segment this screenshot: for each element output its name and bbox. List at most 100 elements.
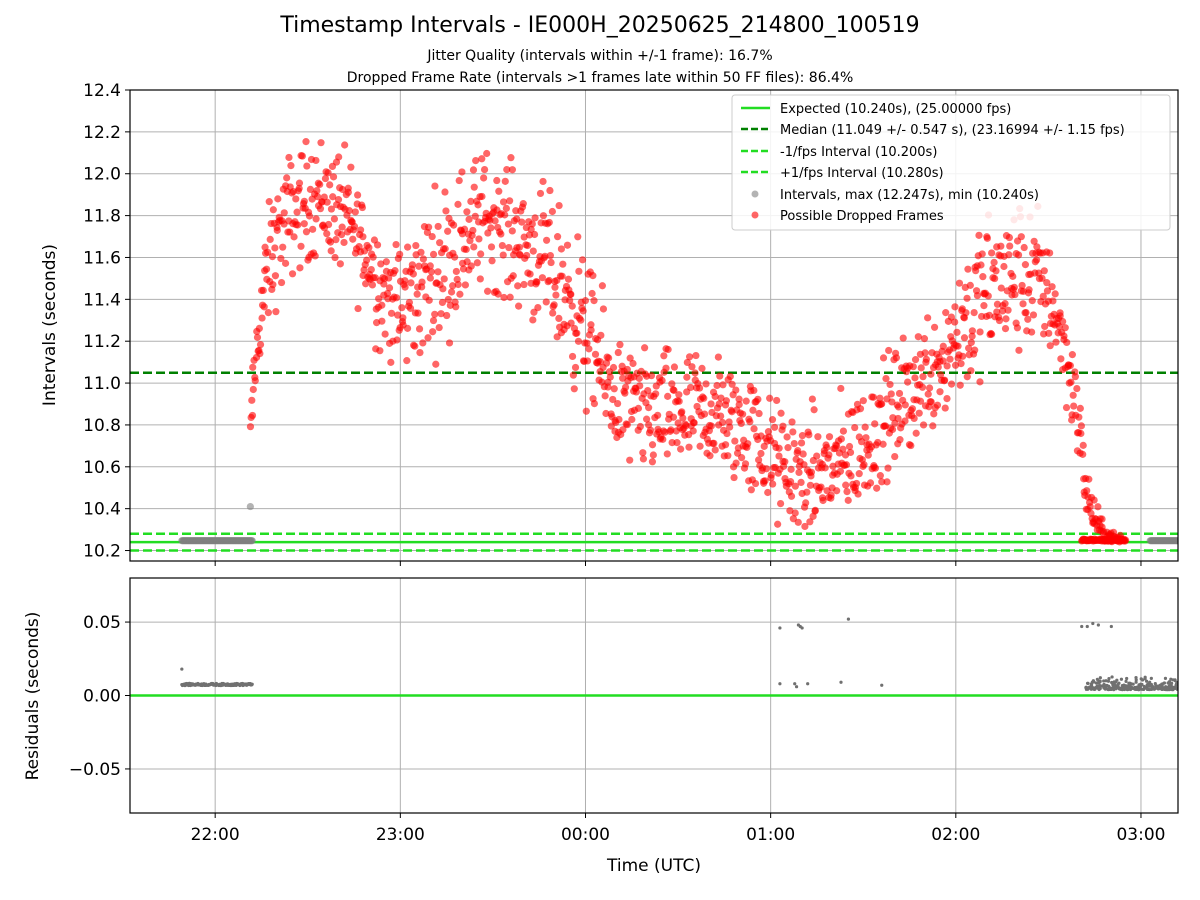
dropped-frame-point [791, 509, 799, 517]
dropped-frame-point [249, 363, 257, 371]
dropped-frame-point [747, 486, 755, 494]
dropped-frame-point [425, 296, 433, 304]
dropped-frame-point [635, 374, 643, 382]
dropped-frame-point [345, 207, 353, 215]
dropped-frame-point [1039, 292, 1047, 300]
dropped-frame-point [452, 303, 460, 311]
dropped-frame-point [1083, 487, 1091, 495]
dropped-frame-point [717, 412, 725, 420]
dropped-frame-point [425, 223, 433, 231]
dropped-frame-point [984, 292, 992, 300]
dropped-frame-point [476, 275, 484, 283]
dropped-frame-point [300, 220, 308, 228]
dropped-frame-point [500, 293, 508, 302]
dropped-frame-point [924, 390, 932, 398]
dropped-frame-point [553, 233, 562, 241]
dropped-frame-point [587, 321, 595, 329]
dropped-frame-point [438, 298, 447, 307]
bottom-y-axis-label: Residuals (seconds) [23, 612, 43, 781]
dropped-frame-point [533, 278, 541, 286]
dropped-frame-point [843, 488, 851, 496]
dropped-frame-point [444, 295, 452, 304]
dropped-frame-point [573, 329, 581, 337]
dropped-frame-point [619, 374, 627, 382]
dropped-frame-point [787, 492, 796, 500]
dropped-frame-point [1038, 274, 1046, 282]
dropped-frame-point [293, 208, 301, 216]
dropped-frame-point [663, 450, 671, 458]
dropped-frame-point [925, 384, 934, 392]
dropped-frame-point [718, 418, 727, 427]
dropped-frame-point [455, 176, 463, 185]
residual-point [1109, 624, 1113, 629]
dropped-frame-point [434, 222, 442, 231]
dropped-frame-point [365, 244, 373, 252]
dropped-frame-point [312, 156, 320, 165]
dropped-frame-point [915, 409, 923, 417]
dropped-frame-point [329, 173, 338, 181]
residual-point [1114, 686, 1118, 690]
dropped-frame-point [737, 419, 745, 428]
dropped-frame-point [819, 496, 827, 505]
dropped-frame-point [449, 282, 457, 290]
dropped-frame-point [675, 391, 683, 399]
dropped-frame-point [1086, 503, 1094, 511]
dropped-frame-point [855, 470, 863, 478]
residual-point [1149, 676, 1153, 680]
dropped-frame-point [413, 290, 421, 298]
dropped-frame-point [287, 162, 295, 170]
legend-label-intervals: Intervals, max (12.247s), min (10.240s) [780, 188, 1039, 203]
dropped-frame-point [383, 289, 392, 298]
residual-point [1093, 687, 1097, 691]
dropped-frame-point [541, 252, 549, 260]
dropped-frame-point [483, 149, 491, 158]
top-y-tick-label: 12.0 [83, 165, 121, 185]
dropped-frame-point [539, 177, 547, 186]
dropped-frame-point [461, 281, 469, 289]
residual-point [1166, 687, 1170, 692]
dropped-frame-point [337, 230, 346, 239]
dropped-frame-point [869, 393, 877, 401]
dropped-frame-point [1028, 328, 1036, 336]
dropped-frame-point [401, 283, 409, 291]
dropped-frame-point [967, 367, 975, 375]
top-y-tick-label: 10.6 [83, 458, 121, 478]
dropped-frame-point [256, 340, 265, 349]
dropped-frame-point [670, 363, 679, 371]
dropped-frame-point [472, 157, 480, 165]
dropped-frame-point [324, 220, 333, 229]
dropped-frame-point [839, 445, 847, 453]
dropped-frame-point [326, 238, 335, 246]
dropped-frame-point [1122, 536, 1130, 544]
dropped-frame-point [567, 290, 575, 298]
dropped-frame-point [908, 405, 916, 413]
dropped-frame-point [249, 385, 257, 394]
dropped-frame-point [710, 439, 718, 447]
dropped-frame-point [498, 241, 506, 250]
dropped-frame-point [503, 165, 511, 174]
dropped-frame-point [783, 433, 791, 441]
dropped-frame-point [385, 274, 393, 282]
dropped-frame-point [303, 162, 311, 170]
residual-point [1139, 677, 1143, 681]
dropped-frame-point [707, 400, 715, 408]
residual-point [1096, 623, 1100, 627]
top-y-tick-label: 11.4 [83, 290, 121, 310]
dropped-frame-point [726, 372, 734, 381]
dropped-frame-point [1020, 243, 1028, 252]
dropped-frame-point [296, 264, 304, 272]
dropped-frame-point [878, 400, 886, 408]
dropped-frame-point [1056, 312, 1064, 320]
top-panel: 10.2 10.4 10.6 10.8 11.0 11.2 11.4 11.6 11.8 12.0… [40, 81, 1179, 566]
dropped-frame-point [542, 298, 550, 306]
dropped-frame-point [531, 214, 539, 222]
dropped-frame-point [575, 267, 583, 275]
dropped-frame-point [590, 399, 599, 408]
dropped-frame-point [323, 230, 331, 238]
dropped-frame-point [588, 289, 596, 298]
dropped-frame-point [329, 193, 337, 201]
dropped-frame-point [1017, 233, 1025, 241]
dropped-frame-point [536, 189, 545, 198]
top-y-tick-label: 11.6 [83, 248, 121, 268]
dropped-frame-point [802, 499, 810, 507]
